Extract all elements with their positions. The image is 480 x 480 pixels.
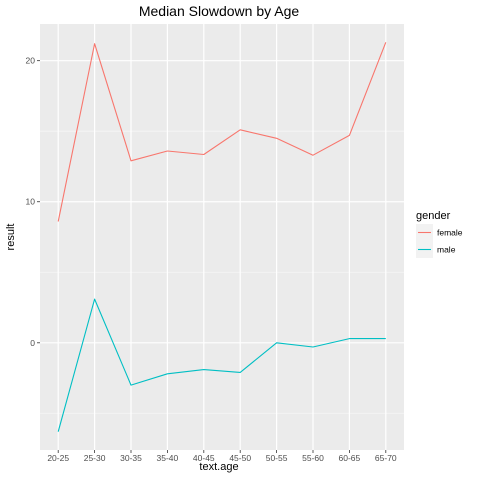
x-tick-label: 45-50 [229, 453, 251, 463]
series-line-male [57, 298, 386, 432]
legend-label-female: female [437, 228, 463, 238]
y-tick-label: 0 [30, 338, 35, 348]
x-tick-label: 20-25 [47, 453, 69, 463]
x-tick-label: 40-45 [193, 453, 215, 463]
x-tick-label: 65-70 [375, 453, 397, 463]
legend-title: gender [416, 210, 451, 222]
plot-panel: 0 10 20 20-25 25-30 30-35 35-40 40-45 45-50 50-55… [26, 24, 404, 463]
legend-label-male: male [437, 245, 456, 255]
x-tick-label: 35-40 [157, 453, 179, 463]
x-tick-label: 25-30 [84, 453, 106, 463]
y-tick-label: 20 [26, 56, 36, 66]
y-tick-label: 10 [26, 197, 36, 207]
x-tick-label: 60-65 [339, 453, 361, 463]
series-line-female [57, 42, 387, 222]
x-axis-title: text.age [199, 461, 238, 473]
x-tick-label: 50-55 [266, 453, 288, 463]
x-tick-label: 30-35 [120, 453, 142, 463]
chart-title: Median Slowdown by Age [139, 3, 300, 19]
panel-background [40, 24, 404, 450]
x-tick-label: 55-60 [302, 453, 324, 463]
y-axis-title: result [5, 224, 17, 251]
legend: gender female male [416, 210, 463, 258]
